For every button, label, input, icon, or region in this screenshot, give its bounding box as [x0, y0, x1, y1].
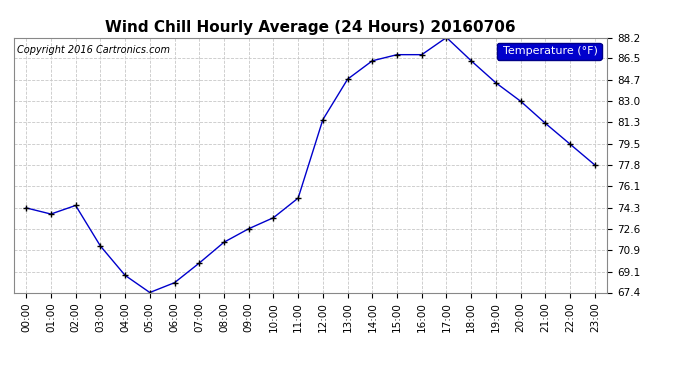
Title: Wind Chill Hourly Average (24 Hours) 20160706: Wind Chill Hourly Average (24 Hours) 201… — [105, 20, 516, 35]
Text: Copyright 2016 Cartronics.com: Copyright 2016 Cartronics.com — [17, 45, 170, 55]
Legend: Temperature (°F): Temperature (°F) — [497, 43, 602, 60]
